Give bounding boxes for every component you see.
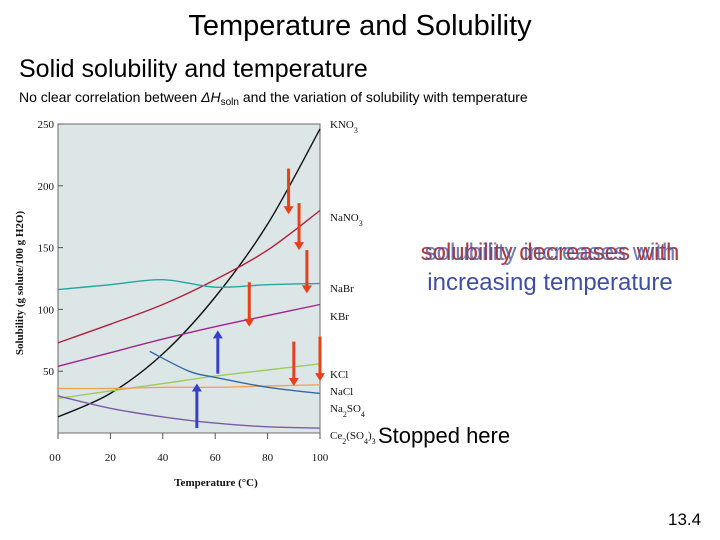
stopped-here-text: Stopped here bbox=[378, 423, 511, 448]
arrow-head-decrease bbox=[191, 383, 202, 392]
note-suffix: and the variation of solubility with tem… bbox=[238, 89, 528, 105]
correlation-note: No clear correlation between ΔHsoln and … bbox=[19, 89, 528, 108]
series-label-kno3: KNO3 bbox=[330, 119, 358, 135]
series-label-na2so4: Na2SO4 bbox=[330, 403, 365, 419]
slide-title: Temperature and Solubility bbox=[188, 10, 532, 42]
y-tick-label: 200 bbox=[38, 181, 55, 193]
overlay-text-decrease: solubility decreases with bbox=[420, 239, 680, 266]
overlay-text-increase: solubility increases with bbox=[424, 239, 676, 266]
series-label-nano3: NaNO3 bbox=[330, 212, 363, 228]
series-line-nano3 bbox=[57, 209, 321, 344]
arrow-head-increase bbox=[294, 242, 305, 251]
arrow-head-increase bbox=[244, 318, 255, 327]
series-label-ce2-so4-3: Ce2(SO4)3 bbox=[330, 430, 376, 446]
arrow-head-decrease bbox=[212, 330, 223, 339]
x-tick-label: 40 bbox=[157, 452, 169, 464]
slide-subtitle: Solid solubility and temperature bbox=[19, 55, 368, 83]
plot-area bbox=[57, 123, 321, 434]
arrow-head-increase bbox=[301, 285, 312, 294]
y-axis-label: Solubility (g solute/100 g H2O) bbox=[14, 211, 26, 356]
series-group bbox=[57, 128, 321, 429]
note-prefix: No clear correlation between bbox=[19, 89, 202, 105]
origin-tick-label: 0 bbox=[49, 452, 55, 464]
series-label-nabr: NaBr bbox=[330, 283, 354, 295]
overlay-line-1: solubility decreases with solubility inc… bbox=[395, 238, 705, 268]
series-label-nacl: NaCl bbox=[330, 386, 353, 398]
x-axis-label: Temperature (°C) bbox=[174, 477, 258, 489]
x-tick-label: 0 bbox=[55, 452, 61, 464]
axis-ticks: 0 20 40 60 80 100 50 100 150 200 250 0 bbox=[38, 119, 329, 464]
x-tick-label: 80 bbox=[262, 452, 274, 464]
note-subscript: soln bbox=[220, 97, 239, 108]
arrow-head-increase bbox=[315, 373, 325, 382]
arrow-group bbox=[191, 168, 325, 429]
series-line-kbr bbox=[57, 303, 321, 367]
series-line-ce2-so4-3 bbox=[57, 395, 321, 429]
y-tick-label: 250 bbox=[38, 119, 55, 131]
series-label-kcl: KCl bbox=[330, 369, 348, 381]
solubility-chart: 0 20 40 60 80 100 50 100 150 200 250 0 KNO3 NaNO3 NaB… bbox=[14, 119, 376, 489]
y-tick-label: 50 bbox=[43, 366, 55, 378]
note-symbol: ΔH bbox=[201, 89, 221, 105]
y-tick-label: 150 bbox=[38, 243, 55, 255]
overlay-line-2: increasing temperature bbox=[395, 268, 705, 298]
arrow-head-increase bbox=[288, 378, 299, 387]
series-line-nacl bbox=[57, 384, 321, 390]
x-tick-label: 20 bbox=[105, 452, 117, 464]
solubility-overlay: solubility decreases with solubility inc… bbox=[395, 238, 705, 298]
series-line-na2so4 bbox=[149, 350, 321, 395]
series-labels: KNO3 NaNO3 NaBr KBr KCl NaCl Na2SO4 Ce2(SO4)3 bbox=[330, 119, 376, 446]
overlay-text-temperature: increasing temperature bbox=[427, 269, 673, 296]
x-tick-label: 100 bbox=[312, 452, 329, 464]
y-tick-label: 100 bbox=[38, 304, 55, 316]
series-label-kbr: KBr bbox=[330, 311, 349, 323]
x-tick-label: 60 bbox=[210, 452, 222, 464]
arrow-head-increase bbox=[283, 206, 294, 215]
page-number: 13.4 bbox=[668, 510, 702, 529]
series-line-kcl bbox=[57, 363, 321, 400]
series-line-nabr bbox=[57, 278, 321, 291]
series-line-kno3 bbox=[57, 128, 321, 418]
